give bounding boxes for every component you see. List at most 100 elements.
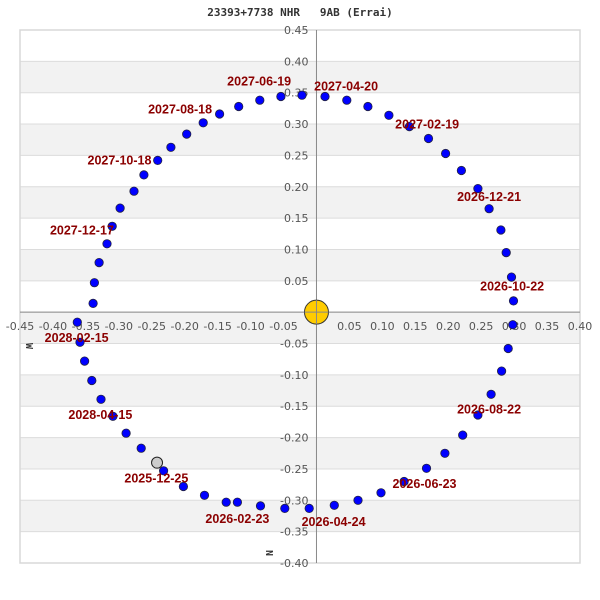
orbit-point — [72, 317, 82, 327]
orbit-point — [94, 257, 104, 268]
x-tick-label: -0.40 — [39, 320, 67, 333]
orbit-point — [159, 466, 169, 476]
orbit-point — [89, 278, 100, 288]
date-label: 2026-06-23 — [393, 477, 457, 491]
orbit-point — [108, 411, 118, 421]
orbit-point — [376, 488, 386, 498]
grid-band — [20, 437, 580, 469]
y-tick-label: 0.40 — [284, 55, 309, 68]
orbit-point — [215, 109, 225, 119]
orbit-point — [508, 320, 518, 330]
date-labels: 2027-06-19 2027-04-20 2027-08-18 2027-02-19… — [45, 74, 544, 529]
y-tick-label: 0.25 — [284, 149, 309, 162]
date-label: 2026-04-24 — [302, 515, 366, 529]
date-label: 2026-08-22 — [457, 402, 521, 416]
x-tick-label: -0.20 — [170, 320, 198, 333]
x-tick-label: 0.20 — [436, 320, 461, 333]
x-tick-label: 0.15 — [403, 320, 428, 333]
primary-star-marker — [303, 299, 329, 325]
orbit-point — [496, 366, 507, 376]
orbit-point — [320, 91, 330, 102]
date-label: 2026-12-21 — [457, 190, 521, 204]
orbit-point — [221, 497, 231, 507]
x-tick-label: 0.35 — [535, 320, 560, 333]
y-tick-label: 0.45 — [284, 24, 309, 37]
y-tick-label: -0.15 — [280, 400, 308, 413]
y-tick-label: -0.30 — [280, 494, 308, 507]
orbit-point — [501, 248, 511, 258]
x-tick-label: 0.40 — [568, 320, 593, 333]
orbit-point — [178, 481, 188, 492]
orbit-point — [115, 203, 125, 213]
date-label: 2027-12-17 — [50, 224, 114, 238]
grid-band — [20, 312, 580, 344]
orbit-points — [72, 90, 519, 513]
y-tick-label: 0.05 — [284, 275, 309, 288]
orbit-point — [458, 430, 468, 440]
x-tick-label: 0.05 — [337, 320, 362, 333]
date-label: 2027-10-18 — [88, 153, 152, 167]
grid-band — [20, 61, 580, 93]
date-label: 2027-02-19 — [395, 118, 459, 132]
date-label: 2026-10-22 — [480, 279, 544, 293]
orbit-point — [136, 443, 146, 453]
orbit-point — [484, 204, 494, 214]
y-tick-label: -0.10 — [280, 369, 308, 382]
grid-band — [20, 249, 580, 281]
orbit-point — [75, 337, 85, 347]
orbit-point — [102, 239, 112, 249]
orbit-point — [280, 503, 290, 513]
orbit-point — [232, 497, 242, 507]
west-direction-label: W — [23, 343, 34, 350]
orbit-point — [166, 142, 176, 152]
orbit-point — [255, 95, 265, 105]
current-position-marker — [151, 456, 164, 469]
orbit-point — [384, 110, 394, 120]
orbit-point — [440, 448, 450, 458]
orbit-point — [508, 296, 519, 306]
orbit-point — [363, 101, 373, 112]
orbit-point — [107, 221, 117, 231]
orbit-point — [121, 428, 131, 438]
orbit-point — [486, 389, 496, 399]
plot-frame — [19, 29, 581, 564]
grid-band — [20, 500, 580, 532]
y-tick-label: -0.25 — [280, 463, 308, 476]
grid-band — [20, 374, 580, 407]
x-tick-label: 0.25 — [469, 320, 494, 333]
grid-band — [20, 186, 580, 219]
date-label: 2027-04-20 — [314, 79, 378, 93]
x-tick-label: -0.45 — [6, 320, 34, 333]
x-tick-label: -0.15 — [203, 320, 231, 333]
orbit-point — [399, 476, 409, 487]
orbit-point — [198, 118, 208, 128]
orbit-point — [503, 343, 513, 354]
north-direction-label: N — [263, 550, 274, 556]
date-label: 2025-12-25 — [124, 471, 188, 485]
x-tick-label: 0.10 — [370, 320, 395, 333]
orbit-point — [80, 356, 90, 366]
x-tick-labels: -0.45 -0.40 -0.35 -0.30 -0.25 -0.20 -0.15 -0.10… — [6, 320, 592, 333]
orbit-point — [353, 495, 363, 505]
orbit-point — [506, 272, 517, 282]
orbit-point — [423, 133, 434, 144]
grid-lines — [20, 60, 580, 533]
orbit-point — [153, 155, 163, 165]
y-tick-labels: 0.450.400.350.300.250.200.150.100.05-0.0… — [280, 24, 308, 570]
orbit-point — [139, 170, 149, 180]
y-tick-label: 0.30 — [284, 118, 309, 131]
y-tick-label: -0.40 — [280, 557, 308, 570]
orbit-point — [404, 122, 414, 132]
x-tick-label: -0.05 — [269, 320, 297, 333]
grid-band — [20, 124, 580, 156]
orbit-point — [129, 186, 139, 196]
orbit-point — [496, 225, 506, 235]
orbit-point — [96, 394, 106, 404]
orbit-point — [255, 501, 266, 511]
orbit-point — [421, 463, 432, 473]
x-tick-label: -0.30 — [105, 320, 133, 333]
y-tick-label: -0.20 — [280, 432, 308, 445]
y-tick-label: -0.35 — [280, 526, 308, 539]
orbit-point — [473, 184, 483, 194]
